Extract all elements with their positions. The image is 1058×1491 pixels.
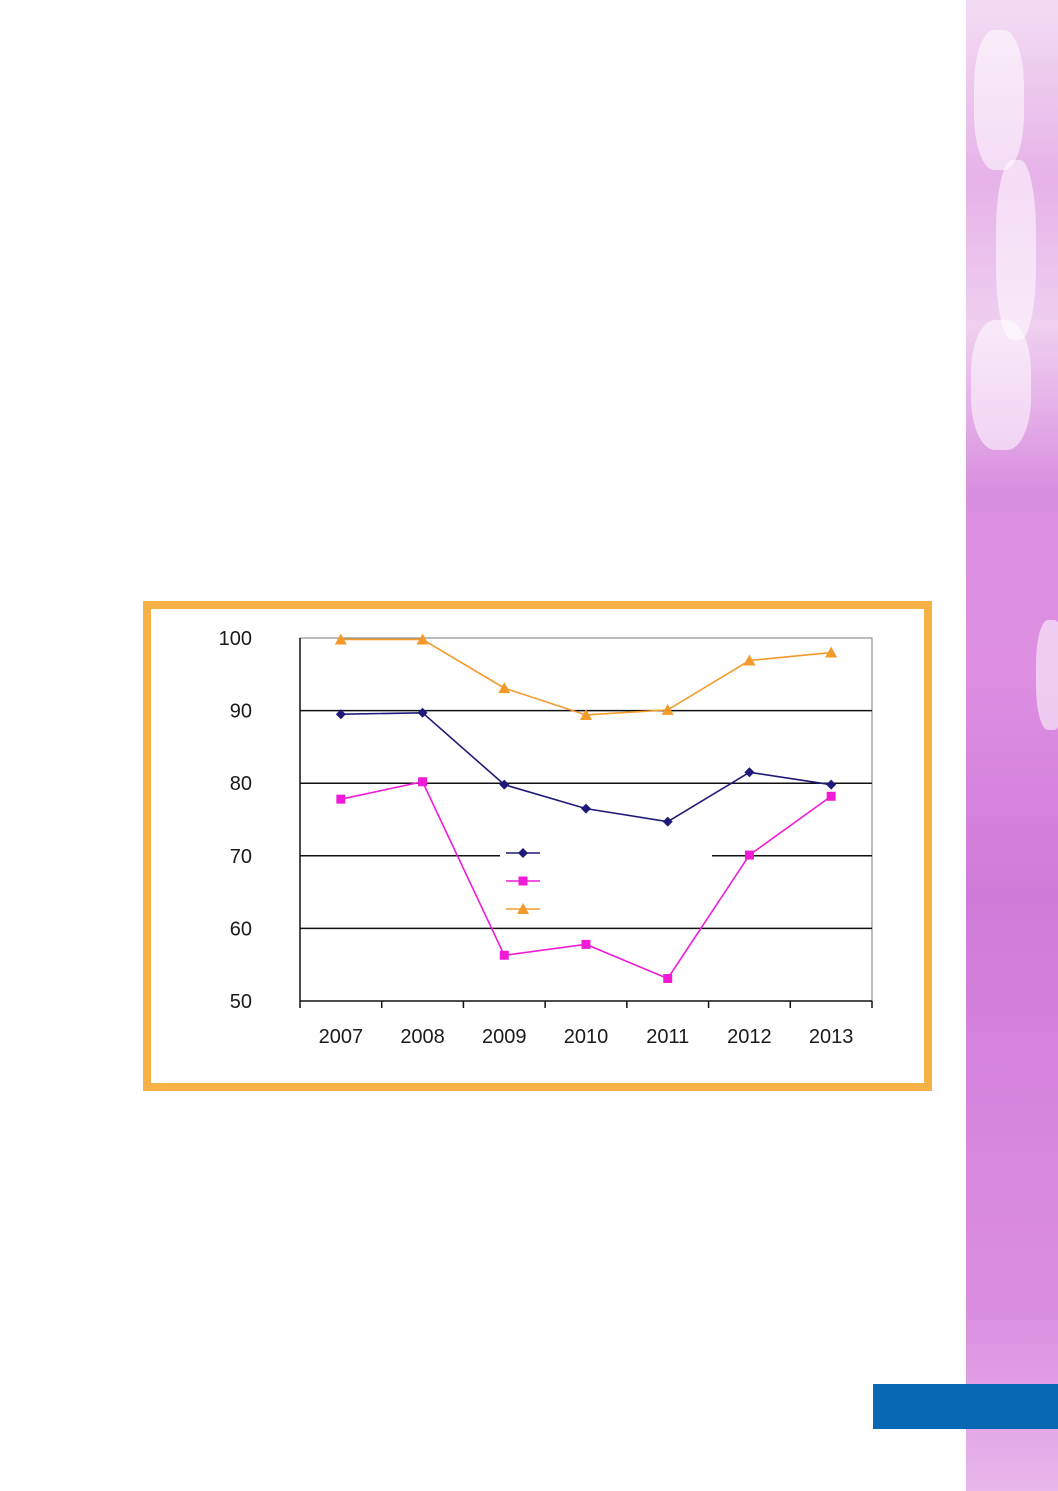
data-point — [334, 633, 347, 645]
x-tick-label: 2007 — [319, 1026, 364, 1048]
blue-tab — [873, 1384, 1058, 1429]
x-tick-label: 2008 — [400, 1026, 445, 1048]
legend-marker — [517, 903, 529, 914]
data-point — [581, 803, 591, 814]
y-tick-label: 70 — [230, 846, 252, 868]
series-line — [340, 638, 832, 716]
data-point — [335, 709, 346, 720]
y-tick-label: 80 — [230, 773, 252, 795]
y-tick-label: 60 — [230, 918, 252, 940]
data-point — [581, 939, 591, 949]
x-tick-label: 2013 — [809, 1026, 854, 1048]
data-point — [499, 950, 509, 960]
data-point — [744, 850, 754, 860]
decorative-side-strip — [966, 0, 1058, 1491]
data-point — [661, 703, 674, 715]
data-point — [743, 654, 756, 666]
y-tick-label: 50 — [230, 991, 252, 1013]
x-tick-label: 2009 — [482, 1026, 527, 1048]
data-point — [336, 794, 346, 804]
data-point — [826, 791, 836, 801]
y-tick-label: 90 — [230, 701, 252, 723]
legend-marker — [518, 848, 528, 858]
data-point — [662, 816, 673, 827]
data-point — [826, 779, 837, 790]
data-point — [580, 708, 592, 720]
data-point — [499, 779, 510, 790]
line-chart: 100 90 80 70 60 50 2007 2008 2009 2010 2011 2012 201… — [219, 628, 873, 1048]
y-tick-label: 100 — [219, 628, 252, 650]
x-tick-label: 2012 — [727, 1026, 772, 1048]
data-point — [416, 633, 429, 645]
data-point — [663, 973, 673, 983]
legend-marker — [518, 876, 528, 886]
legend-box — [500, 834, 712, 916]
data-point — [418, 777, 428, 787]
data-point — [825, 646, 838, 658]
x-tick-label: 2010 — [564, 1026, 609, 1048]
data-point — [498, 682, 511, 694]
data-point — [744, 767, 755, 778]
data-point — [417, 707, 428, 718]
x-tick-label: 2011 — [646, 1026, 689, 1048]
chart-frame: 100 90 80 70 60 50 2007 2008 2009 2010 2011 2012 201… — [143, 601, 932, 1091]
